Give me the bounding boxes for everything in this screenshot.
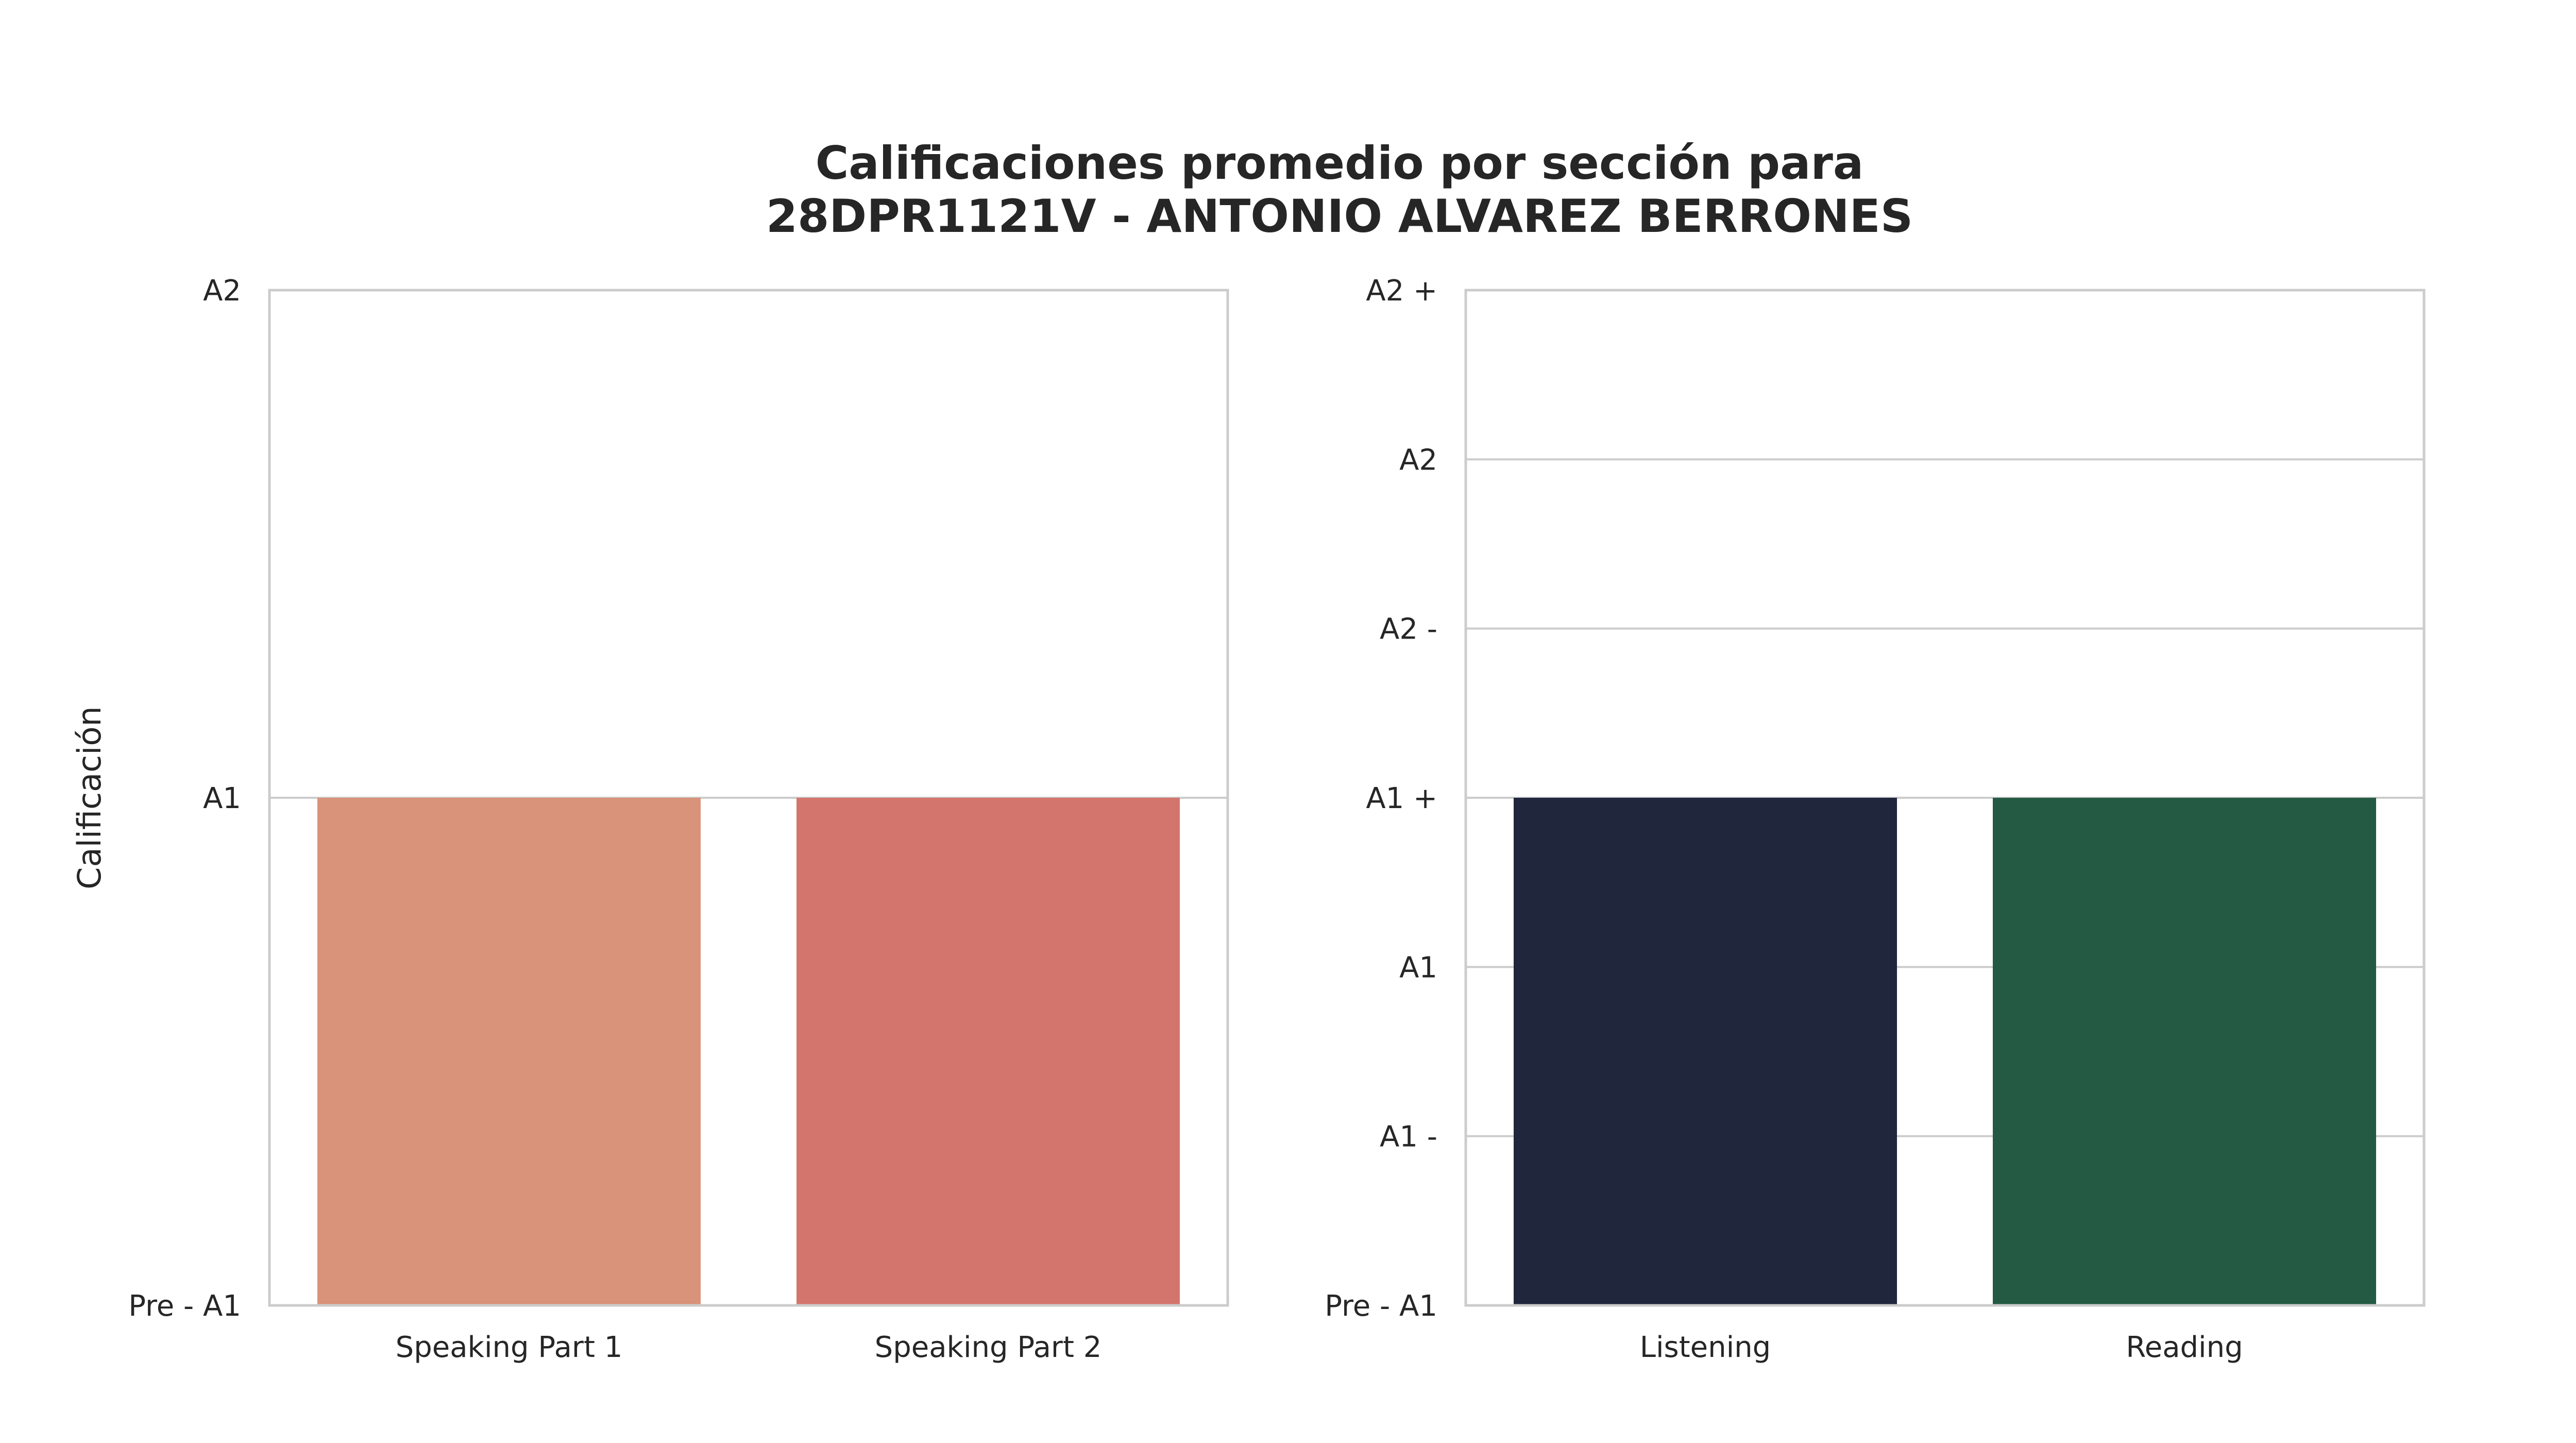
y-tick-label: A1 (203, 782, 241, 815)
y-tick-label: A2 (203, 274, 241, 308)
y-axis-label: Calificación (71, 706, 108, 889)
bar-listening (1514, 798, 1897, 1305)
x-tick-label: Reading (2126, 1331, 2243, 1364)
listening-reading-plot-frame (1464, 289, 2426, 1307)
y-tick-label: A1 (1399, 951, 1437, 984)
y-tick-label: Pre - A1 (1325, 1289, 1437, 1323)
x-tick-label: Speaking Part 1 (396, 1331, 623, 1364)
speaking-chart-panel: Pre - A1 A1 A2 Speaking Part 1 Speaking Part… (71, 274, 1229, 1364)
bar-reading (1993, 798, 2376, 1305)
bar-speaking-part-2 (796, 798, 1180, 1305)
y-tick-label: A1 - (1380, 1120, 1437, 1154)
y-tick-label: A1 + (1366, 782, 1437, 815)
y-tick-label: Pre - A1 (128, 1289, 241, 1323)
y-tick-label: A2 + (1366, 274, 1437, 308)
listening-reading-chart-panel: Pre - A1 A1 - A1 A1 + A2 - A2 A2 + Listening Rea… (1325, 274, 2426, 1364)
x-tick-label: Listening (1640, 1331, 1771, 1364)
chart-title-line-2: 28DPR1121V - ANTONIO ALVAREZ BERRONES (766, 190, 1913, 243)
y-tick-label: A2 (1399, 443, 1437, 477)
x-tick-label: Speaking Part 2 (875, 1331, 1102, 1364)
chart-title-line-1: Calificaciones promedio por sección para (815, 137, 1864, 190)
speaking-plot-frame (268, 289, 1229, 1307)
y-tick-label: A2 - (1380, 613, 1437, 646)
bar-speaking-part-1 (317, 798, 701, 1305)
